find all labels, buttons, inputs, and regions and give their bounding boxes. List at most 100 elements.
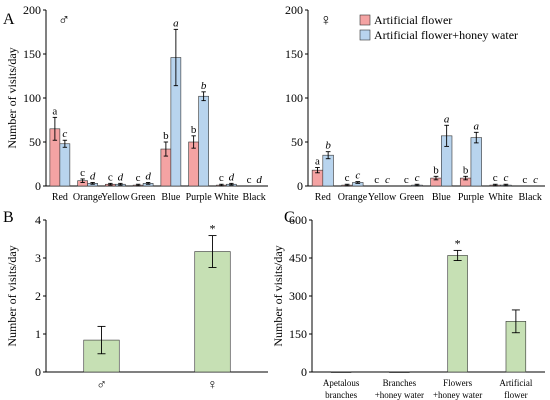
legend-label: Artificial flower+honey water — [374, 28, 518, 42]
significance-letter: c — [533, 174, 538, 186]
y-tick-label: 150 — [285, 47, 303, 61]
bar — [194, 251, 231, 373]
significance-asterisk: * — [210, 222, 216, 236]
x-tick-label: Orange — [338, 192, 368, 203]
y-tick-label: 4 — [35, 213, 41, 227]
significance-letter: a — [474, 120, 480, 132]
x-tick-label: Yellow — [368, 192, 397, 203]
significance-letter: a — [444, 113, 450, 125]
y-axis-title: Number of visits/day — [5, 47, 19, 148]
x-tick-label: Flowers — [443, 378, 472, 388]
significance-letter: d — [90, 170, 96, 182]
x-tick-label: Black — [242, 192, 265, 203]
sex-symbol: ♀ — [320, 12, 332, 29]
y-tick-label: 600 — [289, 213, 307, 227]
significance-letter: b — [325, 140, 331, 152]
y-tick-label: 0 — [35, 365, 41, 379]
significance-letter: c — [374, 174, 379, 186]
x-tick-label: Purple — [458, 192, 485, 203]
panel-label: C — [284, 209, 295, 226]
significance-letter: c — [503, 172, 508, 184]
panel-label: B — [3, 209, 14, 226]
y-tick-label: 100 — [23, 91, 41, 105]
bar — [59, 143, 71, 187]
significance-letter: a — [52, 105, 57, 117]
y-tick-label: 450 — [289, 251, 307, 265]
significance-letter: a — [315, 156, 320, 168]
y-tick-label: 2 — [35, 289, 41, 303]
y-tick-label: 300 — [289, 289, 307, 303]
significance-letter: b — [463, 164, 469, 176]
x-tick-label: ♂ — [96, 378, 107, 393]
x-tick-label: Red — [52, 192, 68, 203]
x-tick-label: Green — [131, 192, 155, 203]
x-tick-label: Artificial — [499, 378, 532, 388]
x-tick-label: Blue — [161, 192, 180, 203]
y-tick-label: 1 — [35, 327, 41, 341]
significance-letter: c — [385, 174, 390, 186]
y-tick-label: 50 — [29, 135, 41, 149]
significance-letter: c — [415, 172, 420, 184]
significance-letter: c — [108, 171, 113, 183]
significance-letter: c — [136, 172, 141, 184]
y-tick-label: 200 — [285, 3, 303, 17]
x-tick-label: +honey water — [375, 390, 424, 400]
x-tick-label: Black — [519, 192, 542, 203]
legend-label: Artificial flower — [374, 13, 452, 27]
legend-swatch-honey-water — [359, 29, 371, 41]
y-tick-label: 150 — [23, 47, 41, 61]
y-tick-label: 150 — [289, 327, 307, 341]
significance-letter: c — [522, 174, 527, 186]
significance-letter: b — [191, 124, 197, 136]
bar — [322, 154, 334, 187]
significance-letter: c — [493, 172, 498, 184]
sex-symbol: ♂ — [58, 12, 70, 29]
x-tick-label: Apetalous — [323, 378, 360, 388]
bar — [447, 255, 468, 373]
legend-swatch-artificial-flower — [359, 14, 371, 26]
significance-letter: c — [219, 172, 224, 184]
significance-letter: b — [201, 80, 207, 92]
y-tick-label: 50 — [291, 135, 303, 149]
significance-letter: c — [62, 128, 67, 140]
x-tick-label: +honey water — [433, 390, 482, 400]
x-tick-label: Red — [315, 192, 331, 203]
x-tick-label: ♀ — [207, 378, 218, 393]
significance-letter: d — [118, 171, 124, 183]
x-tick-label: White — [488, 192, 513, 203]
significance-letter: b — [163, 130, 169, 142]
x-tick-label: Yellow — [101, 192, 130, 203]
bar — [389, 371, 410, 373]
significance-letter: d — [145, 170, 151, 182]
y-tick-label: 200 — [23, 3, 41, 17]
significance-letter: a — [173, 17, 179, 29]
y-tick-label: 3 — [35, 251, 41, 265]
panel-label: A — [3, 11, 15, 28]
bar — [470, 137, 482, 187]
y-axis-title: Number of visits/day — [5, 245, 19, 346]
significance-letter: b — [433, 164, 439, 176]
y-tick-label: 0 — [301, 365, 307, 379]
significance-letter: c — [247, 174, 252, 186]
x-tick-label: flower — [504, 390, 528, 400]
x-tick-label: Blue — [432, 192, 451, 203]
y-axis-title: Number of visits/day — [271, 245, 285, 346]
x-tick-label: Green — [399, 192, 423, 203]
bar — [330, 371, 352, 373]
x-tick-label: Orange — [73, 192, 103, 203]
significance-asterisk: * — [455, 236, 461, 250]
x-tick-label: Branches — [383, 378, 417, 388]
significance-letter: c — [80, 167, 85, 179]
significance-letter: c — [345, 172, 350, 184]
x-tick-label: Purple — [186, 192, 213, 203]
significance-letter: c — [355, 170, 360, 182]
significance-letter: d — [229, 171, 235, 183]
bar — [198, 95, 209, 187]
y-tick-label: 0 — [35, 179, 41, 193]
x-tick-label: branches — [325, 390, 357, 400]
y-tick-label: 100 — [285, 91, 303, 105]
x-tick-label: White — [214, 192, 239, 203]
significance-letter: d — [256, 174, 262, 186]
y-tick-label: 0 — [297, 179, 303, 193]
